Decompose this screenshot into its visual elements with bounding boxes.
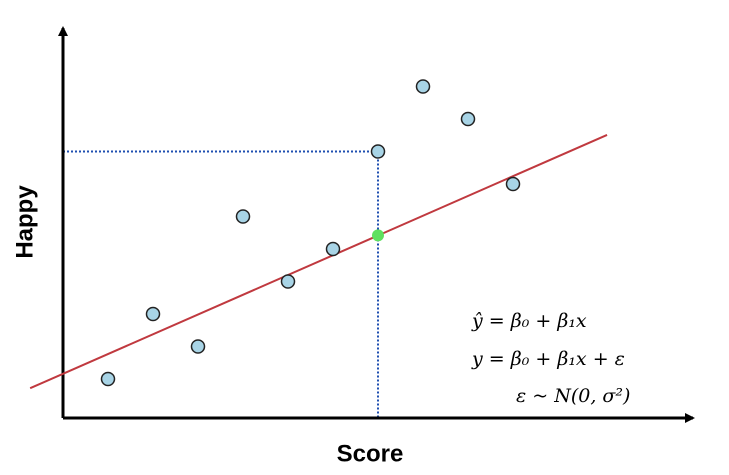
data-point xyxy=(100,371,116,387)
data-point xyxy=(460,111,476,127)
data-point xyxy=(415,79,431,94)
y-axis-label: Happy xyxy=(11,185,38,259)
equation: ε ~ N(0, σ²) xyxy=(516,385,630,407)
data-point xyxy=(370,144,386,159)
data-point xyxy=(280,274,296,289)
data-point xyxy=(190,339,206,354)
x-axis-label: Score xyxy=(337,440,404,467)
data-point xyxy=(235,209,251,224)
equation: y = β₀ + β₁x + ε xyxy=(471,348,625,370)
data-point xyxy=(325,241,341,257)
predicted-point xyxy=(372,229,384,242)
data-point xyxy=(145,306,161,322)
data-point xyxy=(505,176,521,192)
equation: ŷ = β₀ + β₁x xyxy=(471,310,587,332)
plot-area xyxy=(29,26,695,423)
